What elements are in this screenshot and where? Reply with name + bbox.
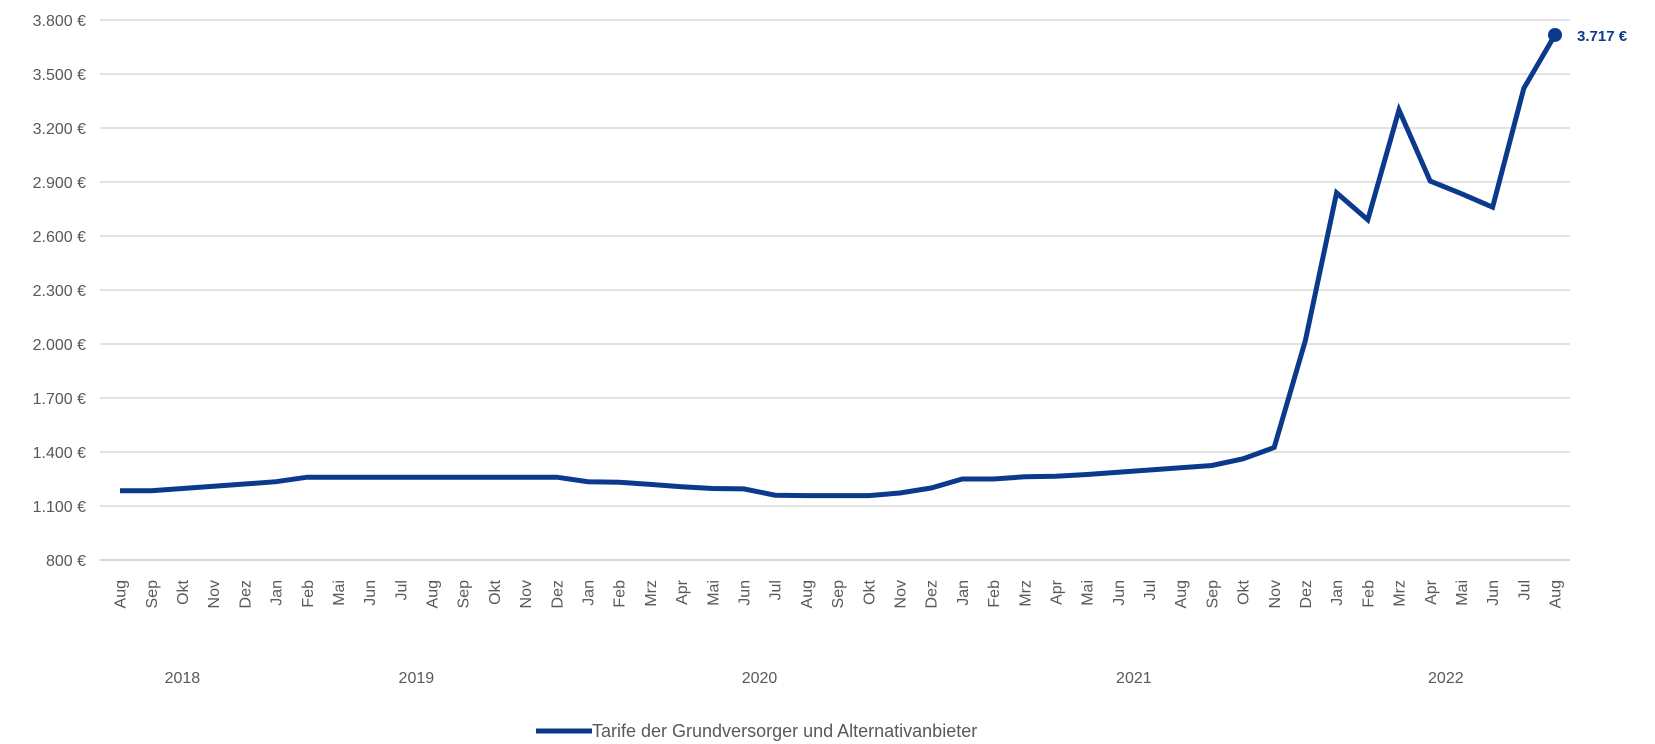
y-tick-label: 2.900 €: [33, 175, 86, 192]
x-tick-label: Sep: [144, 580, 161, 609]
y-tick-label: 3.500 €: [33, 67, 86, 84]
annotation-label: 3.717 €: [1577, 28, 1628, 45]
x-tick-label: Feb: [612, 580, 629, 608]
x-tick-label: Jun: [362, 580, 379, 606]
x-tick-label: Jun: [737, 580, 754, 606]
annotations: 3.717 €: [1548, 27, 1628, 45]
legend-label: Tarife der Grundversorger und Alternativ…: [592, 721, 977, 741]
x-tick-label: Okt: [487, 579, 504, 604]
year-label: 2021: [1116, 670, 1152, 687]
year-label: 2019: [399, 670, 435, 687]
x-tick-label: Jul: [393, 580, 410, 600]
gridlines: [100, 19, 1570, 507]
x-tick-label: Okt: [175, 579, 192, 604]
y-tick-label: 1.400 €: [33, 445, 86, 462]
x-tick-label: Mai: [1080, 580, 1097, 606]
x-tick-label: Mrz: [643, 580, 660, 607]
x-tick-label: Jul: [1516, 580, 1533, 600]
year-group-labels: 2018 2019 2020 2021 2022: [165, 670, 1464, 687]
x-tick-label: Aug: [799, 580, 816, 608]
year-label: 2018: [165, 670, 201, 687]
x-tick-label: Sep: [830, 580, 847, 609]
x-tick-label: Feb: [300, 580, 317, 608]
year-label: 2020: [742, 670, 778, 687]
x-tick-label: Jul: [1142, 580, 1159, 600]
annotation-marker: [1548, 27, 1562, 42]
x-tick-label: Jan: [1329, 580, 1346, 606]
x-tick-label: Mrz: [1017, 580, 1034, 607]
y-tick-label: 3.800 €: [33, 13, 86, 30]
x-tick-label: Jun: [1485, 580, 1502, 606]
x-tick-label: Mai: [705, 580, 722, 606]
y-tick-label: 1.100 €: [33, 499, 86, 516]
x-tick-label: Dez: [237, 580, 254, 608]
x-tick-label: Feb: [1360, 580, 1377, 608]
x-tick-label: Aug: [1548, 580, 1565, 608]
year-label: 2022: [1428, 670, 1464, 687]
y-tick-label: 1.700 €: [33, 391, 86, 408]
x-tick-label: Nov: [1267, 580, 1284, 608]
x-tick-label: Apr: [1048, 579, 1065, 605]
x-tick-label: Sep: [1204, 580, 1221, 609]
x-tick-label: Okt: [861, 579, 878, 604]
x-tick-label: Apr: [1423, 579, 1440, 605]
y-tick-label: 2.000 €: [33, 337, 86, 354]
x-tick-label: Mai: [331, 580, 348, 606]
x-tick-label: Jul: [768, 580, 785, 600]
x-tick-label: Nov: [892, 580, 909, 608]
y-tick-label: 2.600 €: [33, 229, 86, 246]
x-tick-label: Dez: [549, 580, 566, 608]
x-tick-label: Aug: [1173, 580, 1190, 608]
x-tick-label: Apr: [674, 579, 691, 605]
x-axis-tick-labels: Aug Sep Okt Nov Dez Jan Feb Mai Jun Jul Aug Sep Okt N…: [113, 579, 1565, 608]
x-tick-label: Jun: [1111, 580, 1128, 606]
x-tick-label: Aug: [425, 580, 442, 608]
x-tick-label: Aug: [113, 580, 130, 608]
legend[interactable]: Tarife der Grundversorger und Alternativ…: [536, 721, 977, 741]
x-tick-label: Jan: [955, 580, 972, 606]
y-tick-label: 2.300 €: [33, 283, 86, 300]
x-tick-label: Mai: [1454, 580, 1471, 606]
x-tick-label: Feb: [986, 580, 1003, 608]
y-tick-label: 3.200 €: [33, 121, 86, 138]
y-axis-tick-labels: 800 € 1.100 € 1.400 € 1.700 € 2.000 € 2.300 €…: [33, 13, 86, 570]
x-tick-label: Nov: [206, 580, 223, 608]
x-tick-label: Dez: [924, 580, 941, 608]
series-line: [120, 33, 1558, 499]
y-tick-label: 800 €: [46, 553, 86, 570]
x-tick-label: Mrz: [1392, 580, 1409, 607]
x-tick-label: Jan: [269, 580, 286, 606]
x-tick-label: Nov: [518, 580, 535, 608]
x-tick-label: Dez: [1298, 580, 1315, 608]
x-tick-label: Jan: [581, 580, 598, 606]
x-tick-label: Okt: [1236, 579, 1253, 604]
x-tick-label: Sep: [456, 580, 473, 609]
